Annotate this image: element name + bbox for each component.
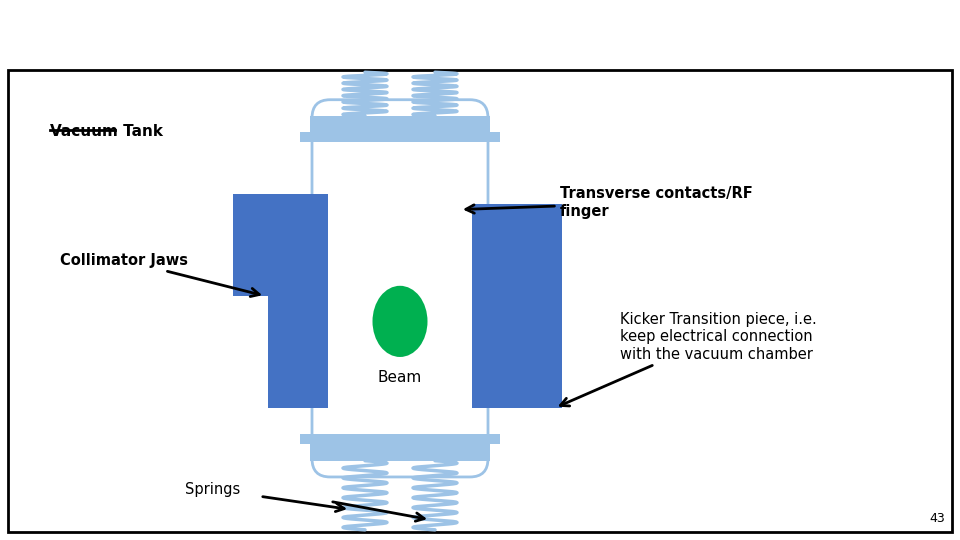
Bar <box>300 132 500 143</box>
Text: Lab measurements of beam impedance. Wire #13: Lab measurements of beam impedance. Wire… <box>12 16 792 44</box>
Text: Springs: Springs <box>185 482 240 497</box>
Text: Vacuum Tank: Vacuum Tank <box>50 124 163 139</box>
Text: Collimator Jaws: Collimator Jaws <box>60 253 259 296</box>
Bar <box>310 116 490 134</box>
Bar <box>310 442 490 461</box>
Bar <box>268 296 328 408</box>
Text: 43: 43 <box>929 512 945 525</box>
Text: Kicker Transition piece, i.e.
keep electrical connection
with the vacuum chamber: Kicker Transition piece, i.e. keep elect… <box>561 312 817 406</box>
Text: Beam: Beam <box>378 370 422 385</box>
Bar <box>472 205 562 408</box>
Ellipse shape <box>372 286 427 357</box>
FancyBboxPatch shape <box>312 100 488 477</box>
Bar <box>233 194 328 296</box>
Text: Transverse contacts/RF
finger: Transverse contacts/RF finger <box>466 186 753 219</box>
Bar <box>300 434 500 444</box>
